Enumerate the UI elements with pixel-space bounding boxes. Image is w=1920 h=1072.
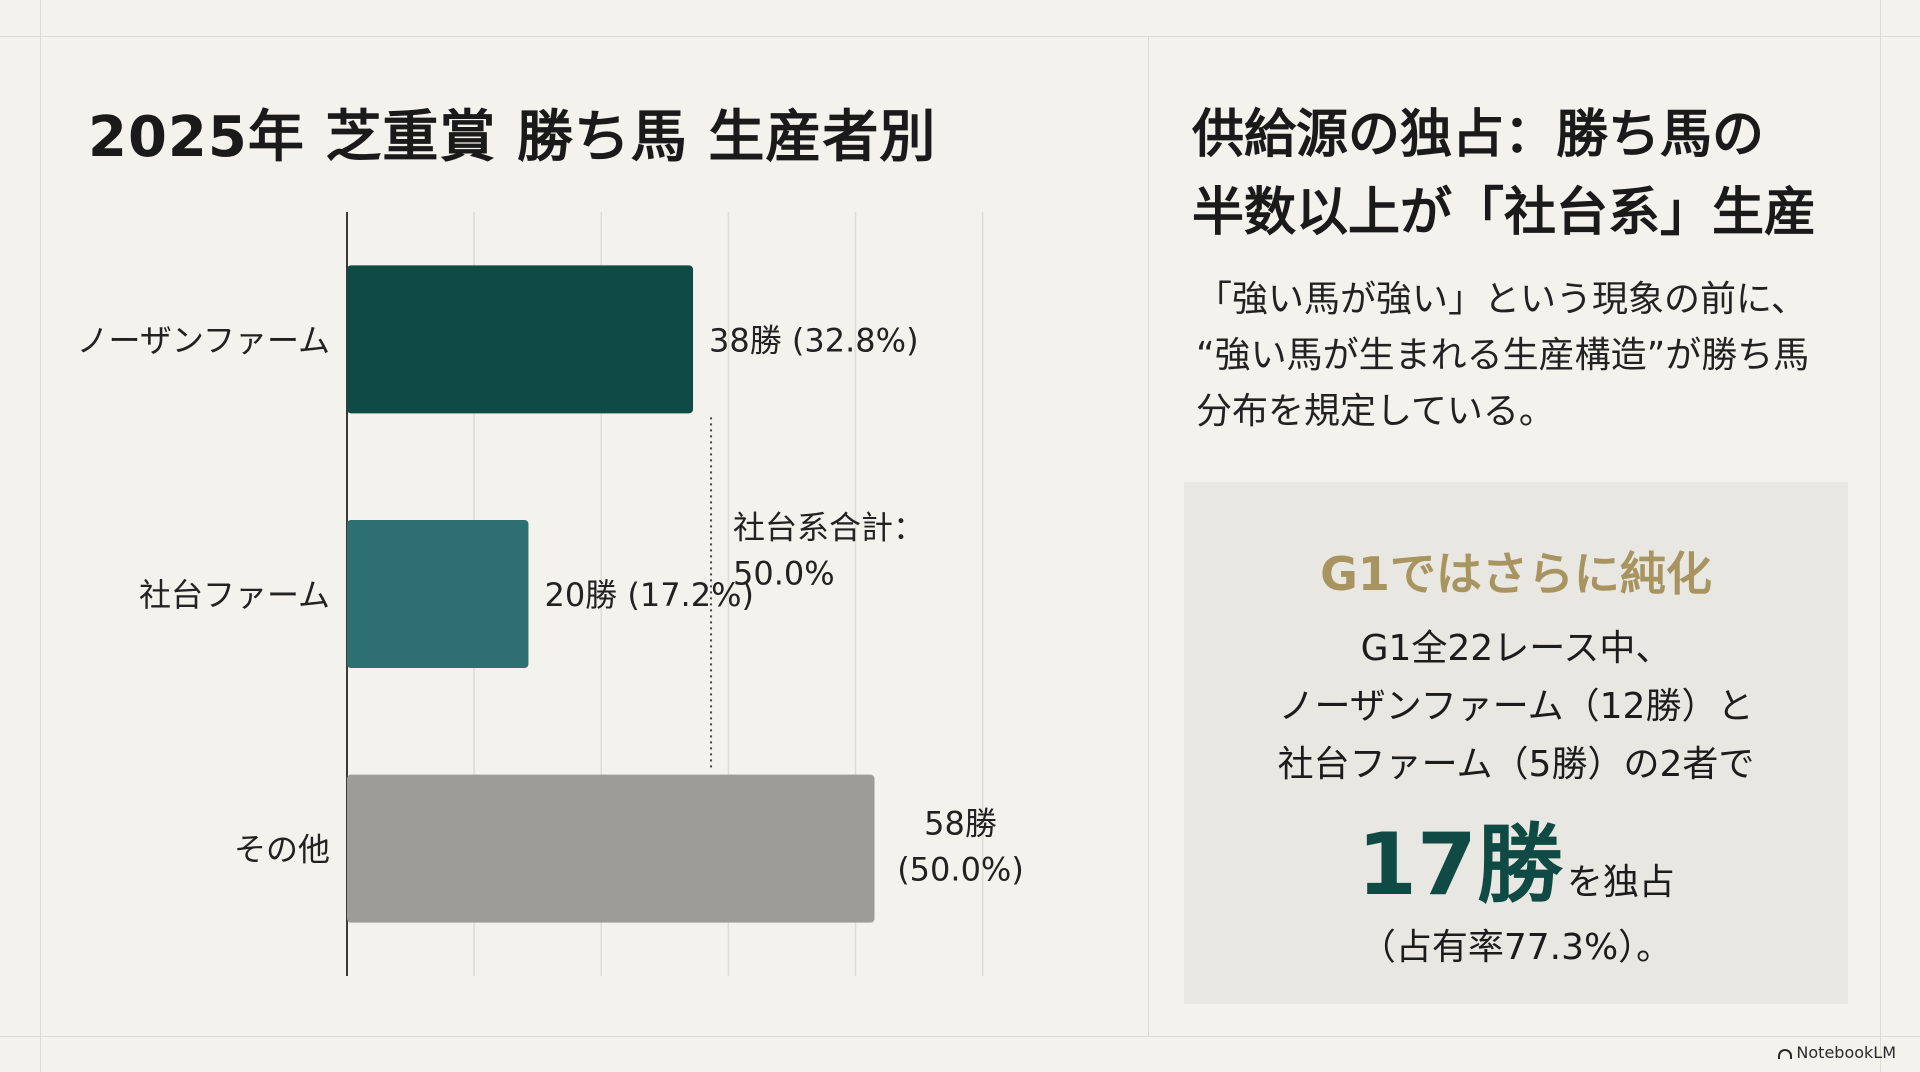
data-label: (50.0%) [897,851,1024,889]
category-label: 社台ファーム [139,576,330,614]
bar [347,520,529,668]
g1-big-row: 17勝 を独占 [1184,794,1848,919]
brand-name: NotebookLM [1796,1043,1896,1062]
panel-divider [1148,36,1149,1036]
frame-right-line [1880,0,1881,1072]
bar [347,774,875,923]
g1-line: ノーザンファーム（12勝）と [1278,686,1754,727]
notebooklm-logo-icon [1778,1049,1793,1059]
g1-big-suffix: を独占 [1566,862,1675,903]
right-title-line: 供給源の独占：勝ち馬の [1192,105,1765,165]
annotation-label: 社台系合計： [733,509,925,547]
description-line: 「強い馬が強い」という現象の前に、 [1196,279,1807,320]
g1-share-text: （占有率77.3%）。 [1359,927,1673,968]
g1-box-title: G1ではさらに純化 [1320,547,1712,601]
data-label: 58勝 [924,805,997,843]
frame-top-line [0,36,1920,37]
frame-left-line [40,0,41,1072]
right-panel-title: 供給源の独占：勝ち馬の 半数以上が「社台系」生産 [1192,96,1816,252]
brand-mark: NotebookLM [1778,1043,1896,1062]
bar [347,265,694,414]
description-line: 分布を規定している。 [1196,391,1555,432]
description-line: “強い馬が生まれる生産構造”が勝ち馬 [1196,335,1810,376]
g1-summary-box: G1ではさらに純化 G1全22レース中、 ノーザンファーム（12勝）と 社台ファ… [1184,482,1848,1004]
right-title-line: 半数以上が「社台系」生産 [1192,183,1817,243]
g1-box-lines: G1全22レース中、 ノーザンファーム（12勝）と 社台ファーム（5勝）の2者で [1184,620,1848,794]
frame-bottom-line [0,1036,1920,1037]
bar-chart: ノーザンファーム 38勝 (32.8%) 社台ファーム 20勝 (17.2%) その他 5… [77,212,1024,976]
annotation-label: 50.0% [733,555,835,593]
g1-line: 社台ファーム（5勝）の2者で [1277,744,1755,785]
category-label: その他 [234,831,330,869]
right-panel-description: 「強い馬が強い」という現象の前に、 “強い馬が生まれる生産構造”が勝ち馬 分布を… [1196,272,1809,440]
chart-title: 2025年 芝重賞 勝ち馬 生産者別 [88,105,937,170]
g1-line: G1全22レース中、 [1360,628,1672,669]
data-label: 38勝 (32.8%) [709,321,919,359]
category-label: ノーザンファーム [77,321,330,359]
g1-big-value: 17勝 [1357,815,1563,915]
data-label: 20勝 (17.2%) [544,576,754,614]
